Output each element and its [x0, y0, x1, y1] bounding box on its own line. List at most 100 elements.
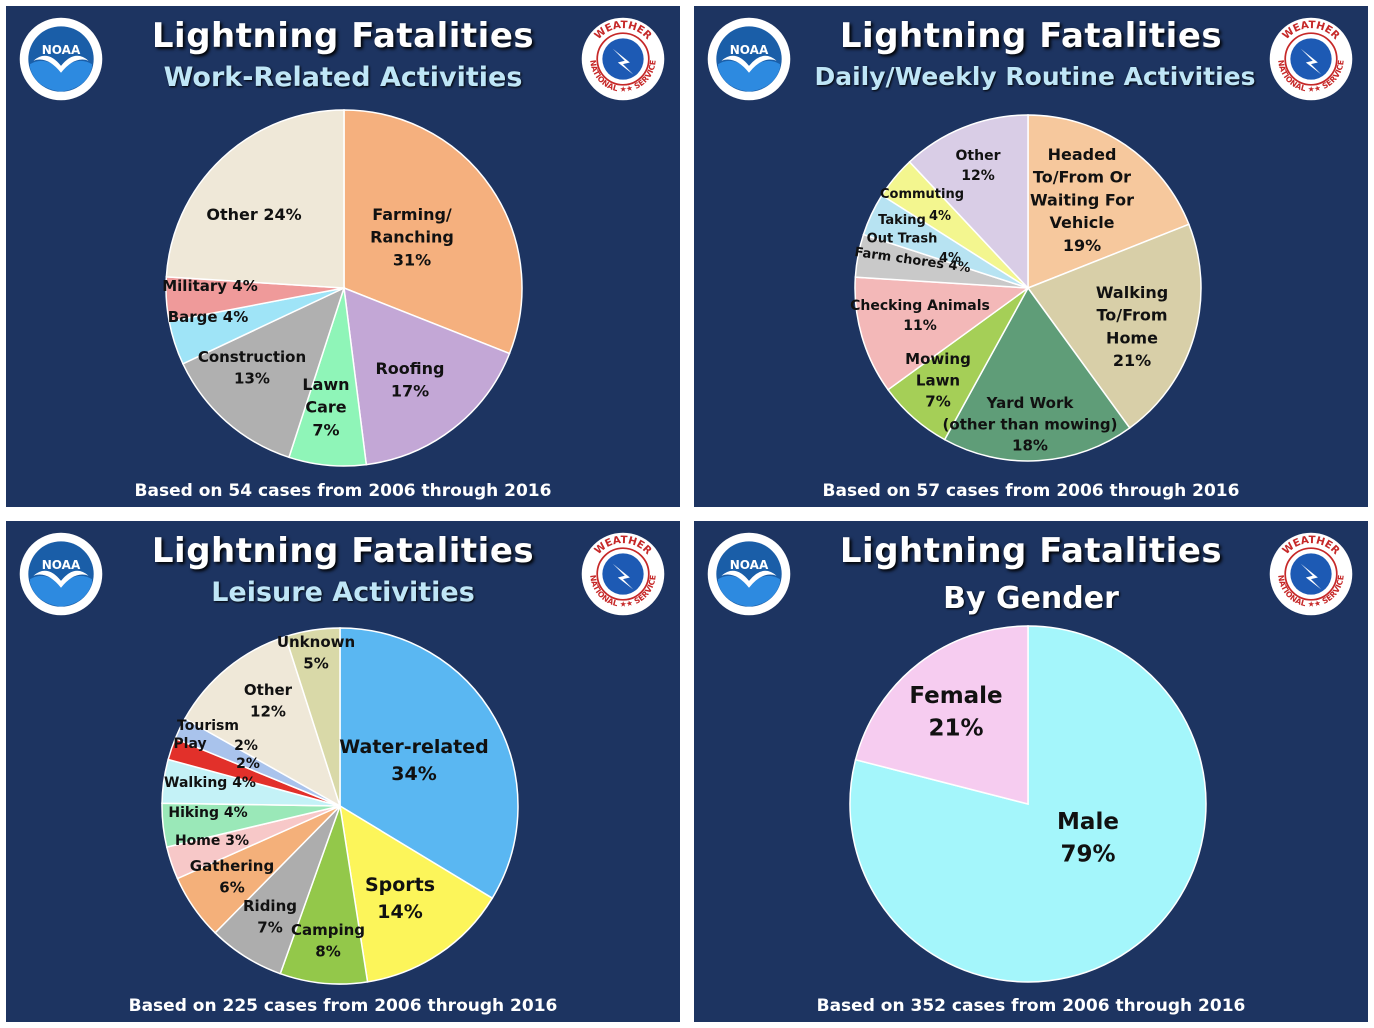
- svg-text:18%: 18%: [1012, 437, 1048, 455]
- chart-footnote: Based on 57 cases from 2006 through 2016: [822, 481, 1240, 501]
- svg-text:19%: 19%: [1063, 236, 1101, 255]
- svg-text:Riding: Riding: [243, 897, 297, 915]
- svg-text:7%: 7%: [925, 393, 950, 411]
- pie-slice-construction: [181, 286, 346, 459]
- slice-label: Hiking 4%: [168, 805, 247, 821]
- pie-slice-unknown: [284, 627, 341, 807]
- svg-text:Headed: Headed: [1048, 145, 1117, 164]
- svg-text:NOAA: NOAA: [730, 558, 769, 572]
- svg-text:Barge 4%: Barge 4%: [168, 308, 249, 326]
- nws-logo-icon: WEATHER NATIONAL ★★ SERVICE: [580, 531, 666, 617]
- nws-logo-icon: WEATHER NATIONAL ★★ SERVICE: [1268, 16, 1354, 102]
- svg-text:Gathering: Gathering: [190, 857, 274, 875]
- svg-text:Farming/: Farming/: [372, 205, 452, 224]
- svg-text:Other: Other: [956, 148, 1001, 164]
- slice-label: Barge 4%: [168, 308, 249, 326]
- svg-text:13%: 13%: [234, 369, 270, 387]
- svg-text:Roofing: Roofing: [375, 359, 444, 378]
- svg-text:Home 3%: Home 3%: [175, 833, 249, 849]
- svg-text:2%: 2%: [236, 756, 260, 772]
- svg-text:21%: 21%: [928, 716, 983, 742]
- pie-slice-checking-animals: [854, 276, 1031, 391]
- slice-label: Walking To/From Home 21%: [1096, 283, 1168, 370]
- slice-label: Other 24%: [206, 205, 301, 224]
- slice-label: Farming/Ranching 31%: [370, 205, 454, 269]
- svg-text:2%: 2%: [234, 738, 258, 754]
- slice-label: Riding 7%: [243, 897, 297, 936]
- pie-slice-yard-work-other-than-mowing: [943, 286, 1131, 462]
- svg-text:4%: 4%: [939, 251, 961, 266]
- nws-logo-icon: WEATHER NATIONAL ★★ SERVICE: [580, 16, 666, 102]
- svg-text:Lawn: Lawn: [916, 371, 960, 389]
- svg-text:NOAA: NOAA: [42, 43, 81, 57]
- pie-slice-male: [849, 625, 1207, 983]
- chart-title: Lightning Fatalities: [151, 16, 535, 56]
- svg-text:11%: 11%: [903, 318, 937, 334]
- svg-text:17%: 17%: [391, 382, 429, 401]
- svg-text:79%: 79%: [1060, 842, 1115, 868]
- svg-text:NOAA: NOAA: [730, 43, 769, 57]
- noaa-logo-icon: NOAA: [18, 16, 104, 102]
- slice-label: Home 3%: [175, 833, 249, 849]
- slice-label: Commuting 4%: [880, 187, 964, 224]
- pie-slice-walking-to-from-home: [1026, 223, 1202, 430]
- svg-text:Play: Play: [173, 736, 206, 752]
- pie-slice-farming-ranching: [343, 109, 523, 355]
- svg-text:Walking: Walking: [1096, 283, 1168, 302]
- slice-label: Military 4%: [162, 277, 258, 295]
- slice-label: Tourism 2%: [177, 718, 258, 754]
- chart-subtitle: Work-Related Activities: [163, 62, 523, 93]
- svg-text:Male: Male: [1057, 809, 1119, 835]
- pie-slice-other: [183, 635, 342, 808]
- nws-logo-icon: WEATHER NATIONAL ★★ SERVICE: [1268, 531, 1354, 617]
- noaa-logo-icon: NOAA: [706, 16, 792, 102]
- slice-label: Other 12%: [956, 148, 1001, 184]
- svg-text:Walking 4%: Walking 4%: [164, 775, 256, 791]
- svg-text:Taking: Taking: [878, 213, 926, 228]
- svg-text:Military 4%: Military 4%: [162, 277, 258, 295]
- svg-text:Hiking 4%: Hiking 4%: [168, 805, 247, 821]
- svg-text:7%: 7%: [312, 420, 339, 439]
- slice-label: Yard Work (other than mowing) 18%: [943, 394, 1118, 455]
- svg-text:12%: 12%: [961, 168, 995, 184]
- chart-footnote: Based on 54 cases from 2006 through 2016: [134, 481, 552, 501]
- svg-text:Vehicle: Vehicle: [1049, 213, 1114, 232]
- noaa-logo-icon: NOAA: [706, 531, 792, 617]
- svg-text:Mowing: Mowing: [905, 350, 971, 368]
- svg-text:31%: 31%: [393, 250, 431, 269]
- svg-text:Camping: Camping: [291, 921, 365, 939]
- chart-subtitle: Daily/Weekly Routine Activities: [814, 62, 1256, 91]
- chart-panel-gender: NOAA WEATHER NATIONAL ★★ SERVICE Lightnin…: [694, 521, 1368, 1022]
- chart-title: Lightning Fatalities: [839, 531, 1223, 571]
- svg-text:21%: 21%: [1113, 351, 1151, 370]
- chart-title: Lightning Fatalities: [151, 531, 535, 571]
- svg-text:Ranching: Ranching: [370, 228, 454, 247]
- svg-text:Lawn: Lawn: [302, 375, 349, 394]
- svg-text:Unknown: Unknown: [277, 633, 355, 651]
- pie-chart-leisure: Water-related 34% Sports 14% Camping 8% Riding…: [161, 627, 519, 985]
- svg-text:7%: 7%: [257, 918, 282, 936]
- chart-footnote: Based on 225 cases from 2006 through 201…: [128, 996, 558, 1016]
- svg-text:Female: Female: [909, 683, 1002, 709]
- svg-text:5%: 5%: [303, 654, 328, 672]
- svg-text:Yard Work: Yard Work: [986, 394, 1075, 412]
- svg-text:(other than mowing): (other than mowing): [943, 415, 1118, 433]
- slice-label: Walking 4%: [164, 775, 256, 791]
- svg-text:Construction: Construction: [198, 348, 306, 366]
- svg-text:Home: Home: [1106, 328, 1158, 347]
- pie-slice-sports: [339, 804, 494, 983]
- slice-label: Roofing 17%: [375, 359, 444, 401]
- chart-title: Lightning Fatalities: [839, 16, 1223, 56]
- chart-panel-work: NOAA WEATHER NATIONAL ★★ SERVICE Lightnin…: [6, 6, 680, 507]
- svg-text:Other 24%: Other 24%: [206, 205, 301, 224]
- slice-label: Lawn Care 7%: [302, 375, 349, 439]
- svg-text:12%: 12%: [250, 702, 286, 720]
- svg-text:14%: 14%: [377, 901, 422, 923]
- svg-text:NOAA: NOAA: [42, 558, 81, 572]
- slice-label: Unknown 5%: [277, 633, 355, 672]
- pie-slice-headed-to-from-or-waiting-for-vehicle: [1027, 114, 1190, 290]
- svg-text:34%: 34%: [391, 763, 436, 785]
- pie-chart-routine: Headed To/From Or Waiting For Vehicle 19% Wal…: [850, 114, 1202, 462]
- svg-text:Tourism: Tourism: [177, 718, 239, 734]
